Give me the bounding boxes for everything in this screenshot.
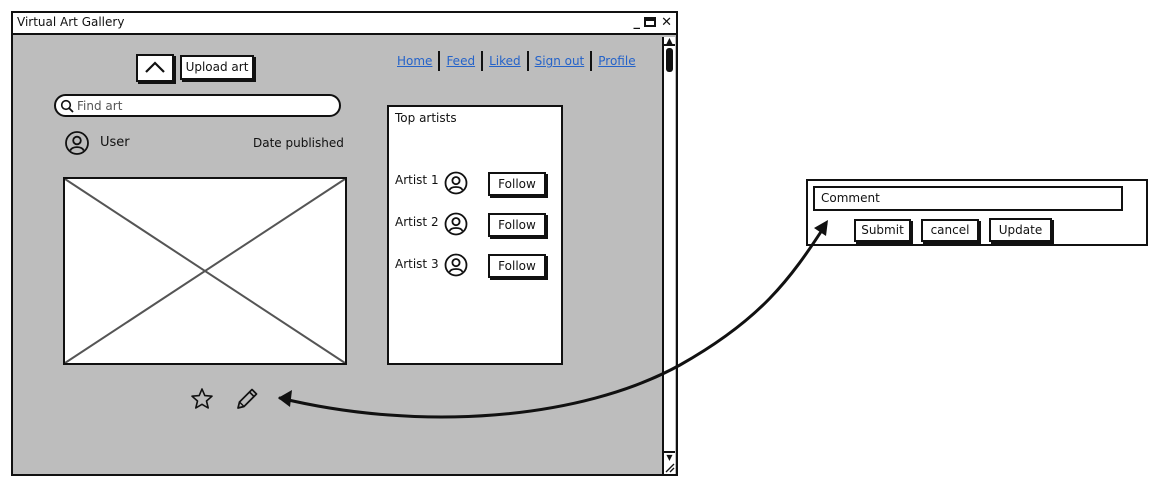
nav-divider bbox=[590, 51, 593, 71]
top-artists-title: Top artists bbox=[395, 111, 457, 125]
collapse-button[interactable] bbox=[136, 54, 174, 82]
comment-input[interactable]: Comment bbox=[813, 186, 1123, 211]
search-bar[interactable] bbox=[54, 94, 341, 117]
art-image-placeholder[interactable] bbox=[63, 177, 347, 365]
search-input[interactable] bbox=[77, 97, 327, 114]
update-button[interactable]: Update bbox=[989, 218, 1052, 242]
nav-divider bbox=[481, 51, 484, 71]
nav-divider bbox=[438, 51, 441, 71]
nav-link-home[interactable]: Home bbox=[397, 54, 433, 68]
star-icon[interactable] bbox=[190, 387, 214, 411]
artist-avatar-icon bbox=[444, 253, 468, 277]
search-icon bbox=[60, 99, 74, 113]
maximize-icon[interactable] bbox=[644, 17, 656, 27]
artist-avatar-icon bbox=[444, 171, 468, 195]
title-bar: Virtual Art Gallery _ ✕ bbox=[13, 13, 676, 35]
artist-avatar-icon bbox=[444, 212, 468, 236]
follow-button[interactable]: Follow bbox=[488, 172, 546, 196]
resize-grip-icon[interactable] bbox=[665, 463, 675, 473]
minimize-icon[interactable]: _ bbox=[633, 15, 641, 30]
vertical-scrollbar[interactable]: ▲ ▼ bbox=[662, 37, 675, 474]
follow-button[interactable]: Follow bbox=[488, 213, 546, 237]
artist-name[interactable]: Artist 2 bbox=[395, 215, 439, 229]
user-avatar-icon bbox=[65, 131, 89, 155]
nav-divider bbox=[526, 51, 529, 71]
nav-link-liked[interactable]: Liked bbox=[489, 54, 521, 68]
chevron-up-icon bbox=[145, 61, 165, 73]
submit-button[interactable]: Submit bbox=[854, 219, 911, 242]
image-placeholder-icon bbox=[64, 178, 346, 364]
close-icon[interactable]: ✕ bbox=[661, 15, 672, 30]
upload-art-button[interactable]: Upload art bbox=[180, 55, 254, 80]
post-user-name[interactable]: User bbox=[100, 135, 130, 150]
comment-panel: Comment Submit cancel Update bbox=[806, 179, 1148, 246]
nav-link-sign-out[interactable]: Sign out bbox=[534, 54, 585, 68]
date-published: Date published bbox=[253, 136, 344, 150]
top-artists-panel: Top artists Artist 1 Follow Artist 2 Fol… bbox=[387, 105, 563, 365]
scroll-up-icon[interactable]: ▲ bbox=[664, 37, 675, 46]
main-window: Virtual Art Gallery _ ✕ Upload art Home … bbox=[11, 11, 678, 476]
follow-button[interactable]: Follow bbox=[488, 254, 546, 278]
artist-name[interactable]: Artist 1 bbox=[395, 173, 439, 187]
scroll-thumb[interactable] bbox=[666, 48, 673, 72]
pencil-icon[interactable] bbox=[233, 385, 261, 413]
scroll-down-icon[interactable]: ▼ bbox=[664, 451, 675, 462]
cancel-button[interactable]: cancel bbox=[921, 219, 979, 242]
nav-link-profile[interactable]: Profile bbox=[598, 54, 636, 68]
nav-bar: Home Feed Liked Sign out Profile bbox=[393, 51, 640, 71]
nav-link-feed[interactable]: Feed bbox=[446, 54, 476, 68]
window-title: Virtual Art Gallery bbox=[17, 15, 125, 29]
artist-name[interactable]: Artist 3 bbox=[395, 257, 439, 271]
